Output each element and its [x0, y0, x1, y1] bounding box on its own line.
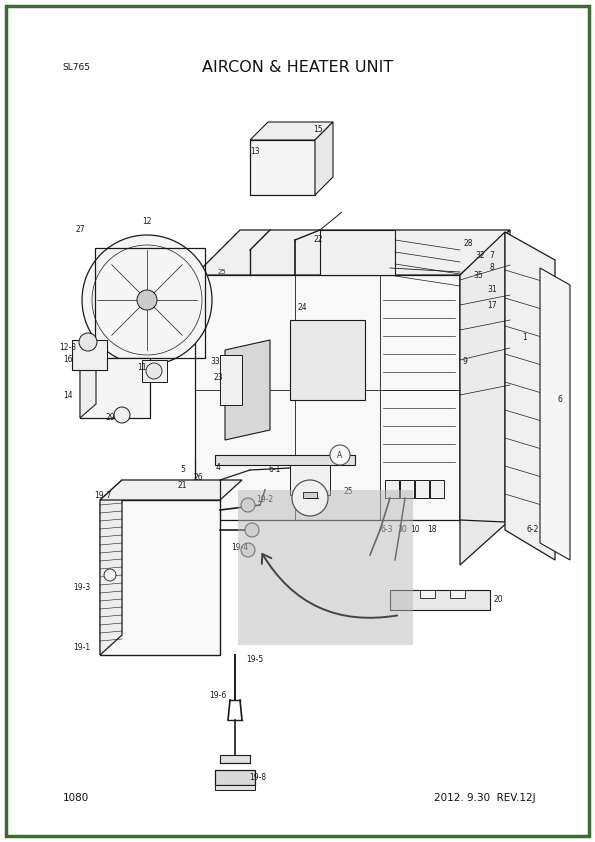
Bar — [220, 355, 242, 405]
Text: 18: 18 — [427, 525, 437, 535]
Text: 6-3: 6-3 — [381, 525, 393, 535]
Bar — [72, 340, 107, 370]
Text: 24: 24 — [297, 303, 307, 312]
Polygon shape — [100, 480, 122, 655]
Polygon shape — [225, 340, 270, 440]
Text: 30: 30 — [397, 525, 407, 535]
Text: 13: 13 — [250, 147, 260, 157]
Text: 16: 16 — [63, 355, 73, 365]
Bar — [250, 140, 315, 195]
Bar — [220, 755, 250, 763]
Text: 1080: 1080 — [62, 793, 89, 803]
Polygon shape — [505, 232, 555, 560]
Circle shape — [146, 363, 162, 379]
Text: 25: 25 — [343, 488, 353, 497]
Circle shape — [82, 235, 212, 365]
Bar — [303, 492, 317, 498]
Text: 21: 21 — [177, 481, 187, 489]
Text: 6: 6 — [558, 396, 562, 404]
Text: 8: 8 — [490, 264, 494, 273]
Bar — [100, 500, 220, 655]
Text: 35: 35 — [473, 270, 483, 280]
Text: 9: 9 — [462, 358, 468, 366]
Text: 22: 22 — [313, 236, 322, 244]
Circle shape — [241, 498, 255, 512]
Bar — [290, 320, 365, 400]
Text: 33: 33 — [210, 358, 220, 366]
Text: 23: 23 — [213, 374, 223, 382]
Circle shape — [245, 523, 259, 537]
Bar — [238, 490, 413, 645]
Text: 5: 5 — [180, 466, 186, 475]
Text: 11: 11 — [137, 364, 147, 372]
Text: 17: 17 — [487, 301, 497, 310]
Text: 25: 25 — [218, 269, 226, 275]
Circle shape — [241, 543, 255, 557]
Bar — [400, 480, 414, 498]
Circle shape — [114, 407, 130, 423]
Text: 19-7: 19-7 — [95, 491, 112, 499]
Bar — [95, 248, 205, 358]
Text: A: A — [337, 450, 343, 460]
Circle shape — [330, 445, 350, 465]
Text: 31: 31 — [487, 285, 497, 295]
Text: 20: 20 — [493, 595, 503, 605]
Bar — [450, 590, 465, 598]
Polygon shape — [250, 122, 333, 140]
Text: 26: 26 — [193, 473, 203, 482]
Text: 19-2: 19-2 — [256, 495, 274, 504]
Text: SL765: SL765 — [62, 63, 90, 72]
Text: 19-1: 19-1 — [73, 643, 90, 653]
Text: 32: 32 — [475, 251, 485, 259]
Bar — [415, 480, 429, 498]
Polygon shape — [390, 590, 490, 610]
Text: 12: 12 — [142, 217, 152, 226]
FancyArrowPatch shape — [262, 554, 397, 618]
Polygon shape — [320, 212, 342, 230]
Circle shape — [79, 333, 97, 351]
Circle shape — [292, 480, 328, 516]
Bar — [80, 358, 150, 418]
Text: AIRCON & HEATER UNIT: AIRCON & HEATER UNIT — [202, 61, 393, 76]
Bar — [385, 480, 399, 498]
Text: 29: 29 — [105, 413, 115, 423]
Text: 19-5: 19-5 — [246, 656, 264, 664]
Polygon shape — [315, 122, 333, 195]
Circle shape — [137, 290, 157, 310]
Polygon shape — [460, 230, 510, 565]
Text: 15: 15 — [313, 125, 323, 135]
Text: 6-1: 6-1 — [269, 466, 281, 475]
Text: 6-2: 6-2 — [527, 525, 539, 535]
Bar — [320, 230, 395, 275]
Text: 19-3: 19-3 — [73, 584, 90, 593]
Bar — [142, 360, 167, 382]
Bar — [215, 770, 255, 785]
Text: 19-4: 19-4 — [231, 543, 249, 552]
Polygon shape — [460, 232, 505, 522]
Text: 12-3: 12-3 — [60, 344, 77, 353]
Bar — [420, 590, 435, 598]
Polygon shape — [215, 785, 255, 790]
Polygon shape — [100, 480, 242, 500]
Text: 2012. 9.30  REV.12J: 2012. 9.30 REV.12J — [434, 793, 536, 803]
Text: 1: 1 — [522, 333, 527, 343]
Text: 28: 28 — [464, 238, 473, 248]
Polygon shape — [80, 344, 96, 418]
Polygon shape — [195, 275, 460, 520]
Text: 19-6: 19-6 — [209, 691, 227, 701]
Circle shape — [104, 569, 116, 581]
Bar — [290, 465, 330, 495]
Polygon shape — [540, 268, 570, 560]
Text: 19-8: 19-8 — [249, 774, 267, 782]
Text: 10: 10 — [410, 525, 420, 535]
Polygon shape — [195, 230, 510, 275]
Text: 14: 14 — [63, 391, 73, 399]
Text: 7: 7 — [490, 251, 494, 259]
Text: 27: 27 — [75, 226, 85, 235]
Text: 4: 4 — [215, 463, 220, 472]
Bar — [430, 480, 444, 498]
Bar — [215, 455, 355, 465]
